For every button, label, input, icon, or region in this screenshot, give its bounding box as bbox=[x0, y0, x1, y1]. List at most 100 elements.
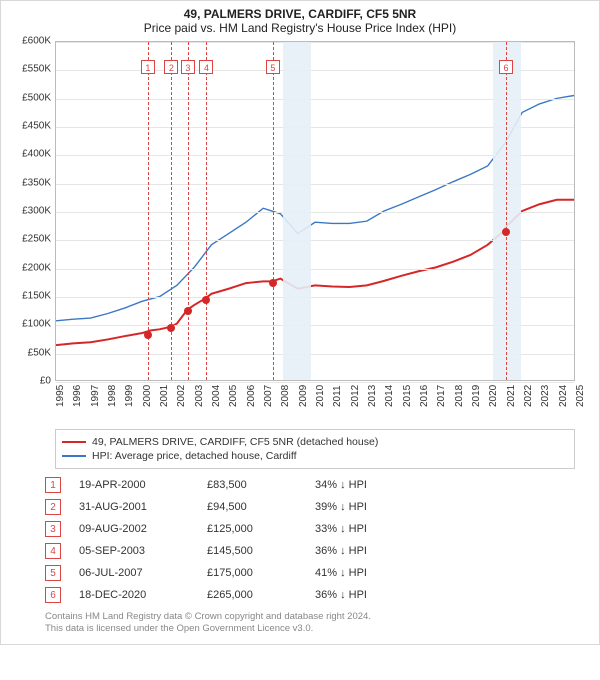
marker-vline bbox=[206, 42, 207, 380]
marker-vline bbox=[273, 42, 274, 380]
row-pct: 39% ↓ HPI bbox=[315, 501, 415, 513]
x-tick: 2009 bbox=[298, 385, 309, 407]
legend-swatch bbox=[62, 455, 86, 457]
x-tick: 2000 bbox=[142, 385, 153, 407]
title: 49, PALMERS DRIVE, CARDIFF, CF5 5NR bbox=[11, 7, 589, 21]
row-price: £83,500 bbox=[207, 479, 297, 491]
row-price: £94,500 bbox=[207, 501, 297, 513]
x-tick: 2017 bbox=[436, 385, 447, 407]
marker-vline bbox=[188, 42, 189, 380]
footer-line2: This data is licensed under the Open Gov… bbox=[45, 623, 589, 635]
marker-number: 6 bbox=[499, 60, 513, 74]
x-tick: 2018 bbox=[454, 385, 465, 407]
row-date: 05-SEP-2003 bbox=[79, 545, 189, 557]
legend-swatch bbox=[62, 441, 86, 443]
row-pct: 36% ↓ HPI bbox=[315, 545, 415, 557]
marker-number: 2 bbox=[164, 60, 178, 74]
x-tick: 2006 bbox=[246, 385, 257, 407]
row-price: £175,000 bbox=[207, 567, 297, 579]
x-tick: 2013 bbox=[367, 385, 378, 407]
legend: 49, PALMERS DRIVE, CARDIFF, CF5 5NR (det… bbox=[55, 429, 575, 469]
x-tick: 2002 bbox=[176, 385, 187, 407]
table-row: 3 09-AUG-2002 £125,000 33% ↓ HPI bbox=[45, 521, 589, 537]
recession-shade bbox=[283, 42, 311, 380]
marker-number: 5 bbox=[266, 60, 280, 74]
row-pct: 41% ↓ HPI bbox=[315, 567, 415, 579]
price-marker bbox=[269, 279, 277, 287]
x-tick: 2019 bbox=[471, 385, 482, 407]
row-price: £145,500 bbox=[207, 545, 297, 557]
x-tick: 2022 bbox=[523, 385, 534, 407]
legend-row: HPI: Average price, detached house, Card… bbox=[62, 450, 568, 462]
x-tick: 2008 bbox=[280, 385, 291, 407]
x-tick: 1996 bbox=[72, 385, 83, 407]
row-price: £265,000 bbox=[207, 589, 297, 601]
x-tick: 1999 bbox=[124, 385, 135, 407]
x-tick: 2015 bbox=[402, 385, 413, 407]
price-marker bbox=[184, 307, 192, 315]
y-tick: £0 bbox=[40, 376, 51, 387]
y-tick: £50K bbox=[28, 347, 51, 358]
row-pct: 36% ↓ HPI bbox=[315, 589, 415, 601]
y-tick: £250K bbox=[22, 234, 51, 245]
price-marker bbox=[202, 296, 210, 304]
x-tick: 2010 bbox=[315, 385, 326, 407]
y-tick: £200K bbox=[22, 262, 51, 273]
footer: Contains HM Land Registry data © Crown c… bbox=[45, 611, 589, 636]
sales-table: 119-APR-2000£83,50034% ↓ HPI231-AUG-2001… bbox=[45, 477, 589, 603]
x-tick: 2020 bbox=[488, 385, 499, 407]
y-tick: £300K bbox=[22, 206, 51, 217]
y-tick: £100K bbox=[22, 319, 51, 330]
table-row: 506-JUL-2007£175,00041% ↓ HPI bbox=[45, 565, 589, 581]
legend-label: HPI: Average price, detached house, Card… bbox=[92, 450, 297, 462]
plot-area: 123456 bbox=[55, 41, 575, 381]
price-marker bbox=[144, 331, 152, 339]
table-row: 405-SEP-2003£145,50036% ↓ HPI bbox=[45, 543, 589, 559]
x-tick: 1995 bbox=[55, 385, 66, 407]
x-tick: 2012 bbox=[350, 385, 361, 407]
x-tick: 2025 bbox=[575, 385, 586, 407]
footer-line1: Contains HM Land Registry data © Crown c… bbox=[45, 611, 589, 623]
y-tick: £400K bbox=[22, 149, 51, 160]
row-date: 09-AUG-2002 bbox=[79, 523, 189, 535]
table-row: 2 31-AUG-2001 £94,500 39% ↓ HPI bbox=[45, 499, 589, 515]
row-index-box: 3 bbox=[45, 521, 61, 537]
row-index-box: 6 bbox=[45, 587, 61, 603]
subtitle: Price paid vs. HM Land Registry's House … bbox=[11, 21, 589, 35]
legend-row: 49, PALMERS DRIVE, CARDIFF, CF5 5NR (det… bbox=[62, 436, 568, 448]
x-tick: 2024 bbox=[558, 385, 569, 407]
table-row: 119-APR-2000£83,50034% ↓ HPI bbox=[45, 477, 589, 493]
price-marker bbox=[502, 228, 510, 236]
marker-vline bbox=[506, 42, 507, 380]
x-tick: 2001 bbox=[159, 385, 170, 407]
x-tick: 1997 bbox=[90, 385, 101, 407]
row-date: 31-AUG-2001 bbox=[79, 501, 189, 513]
y-tick: £550K bbox=[22, 64, 51, 75]
row-pct: 34% ↓ HPI bbox=[315, 479, 415, 491]
marker-number: 4 bbox=[199, 60, 213, 74]
legend-label: 49, PALMERS DRIVE, CARDIFF, CF5 5NR (det… bbox=[92, 436, 378, 448]
x-tick: 2005 bbox=[228, 385, 239, 407]
marker-vline bbox=[148, 42, 149, 380]
x-tick: 2016 bbox=[419, 385, 430, 407]
figure: 49, PALMERS DRIVE, CARDIFF, CF5 5NR Pric… bbox=[0, 0, 600, 645]
x-tick: 2007 bbox=[263, 385, 274, 407]
marker-number: 3 bbox=[181, 60, 195, 74]
row-date: 06-JUL-2007 bbox=[79, 567, 189, 579]
y-tick: £350K bbox=[22, 177, 51, 188]
x-axis: 1995199619971998199920002001200220032004… bbox=[55, 381, 575, 421]
price-marker bbox=[167, 324, 175, 332]
row-pct: 33% ↓ HPI bbox=[315, 523, 415, 535]
y-tick: £500K bbox=[22, 92, 51, 103]
x-tick: 2014 bbox=[384, 385, 395, 407]
x-tick: 1998 bbox=[107, 385, 118, 407]
y-tick: £150K bbox=[22, 291, 51, 302]
row-price: £125,000 bbox=[207, 523, 297, 535]
row-date: 18-DEC-2020 bbox=[79, 589, 189, 601]
chart-area: £0£50K£100K£150K£200K£250K£300K£350K£400… bbox=[11, 41, 589, 381]
x-tick: 2011 bbox=[332, 385, 343, 407]
x-tick: 2003 bbox=[194, 385, 205, 407]
row-index-box: 2 bbox=[45, 499, 61, 515]
y-tick: £450K bbox=[22, 121, 51, 132]
row-date: 19-APR-2000 bbox=[79, 479, 189, 491]
